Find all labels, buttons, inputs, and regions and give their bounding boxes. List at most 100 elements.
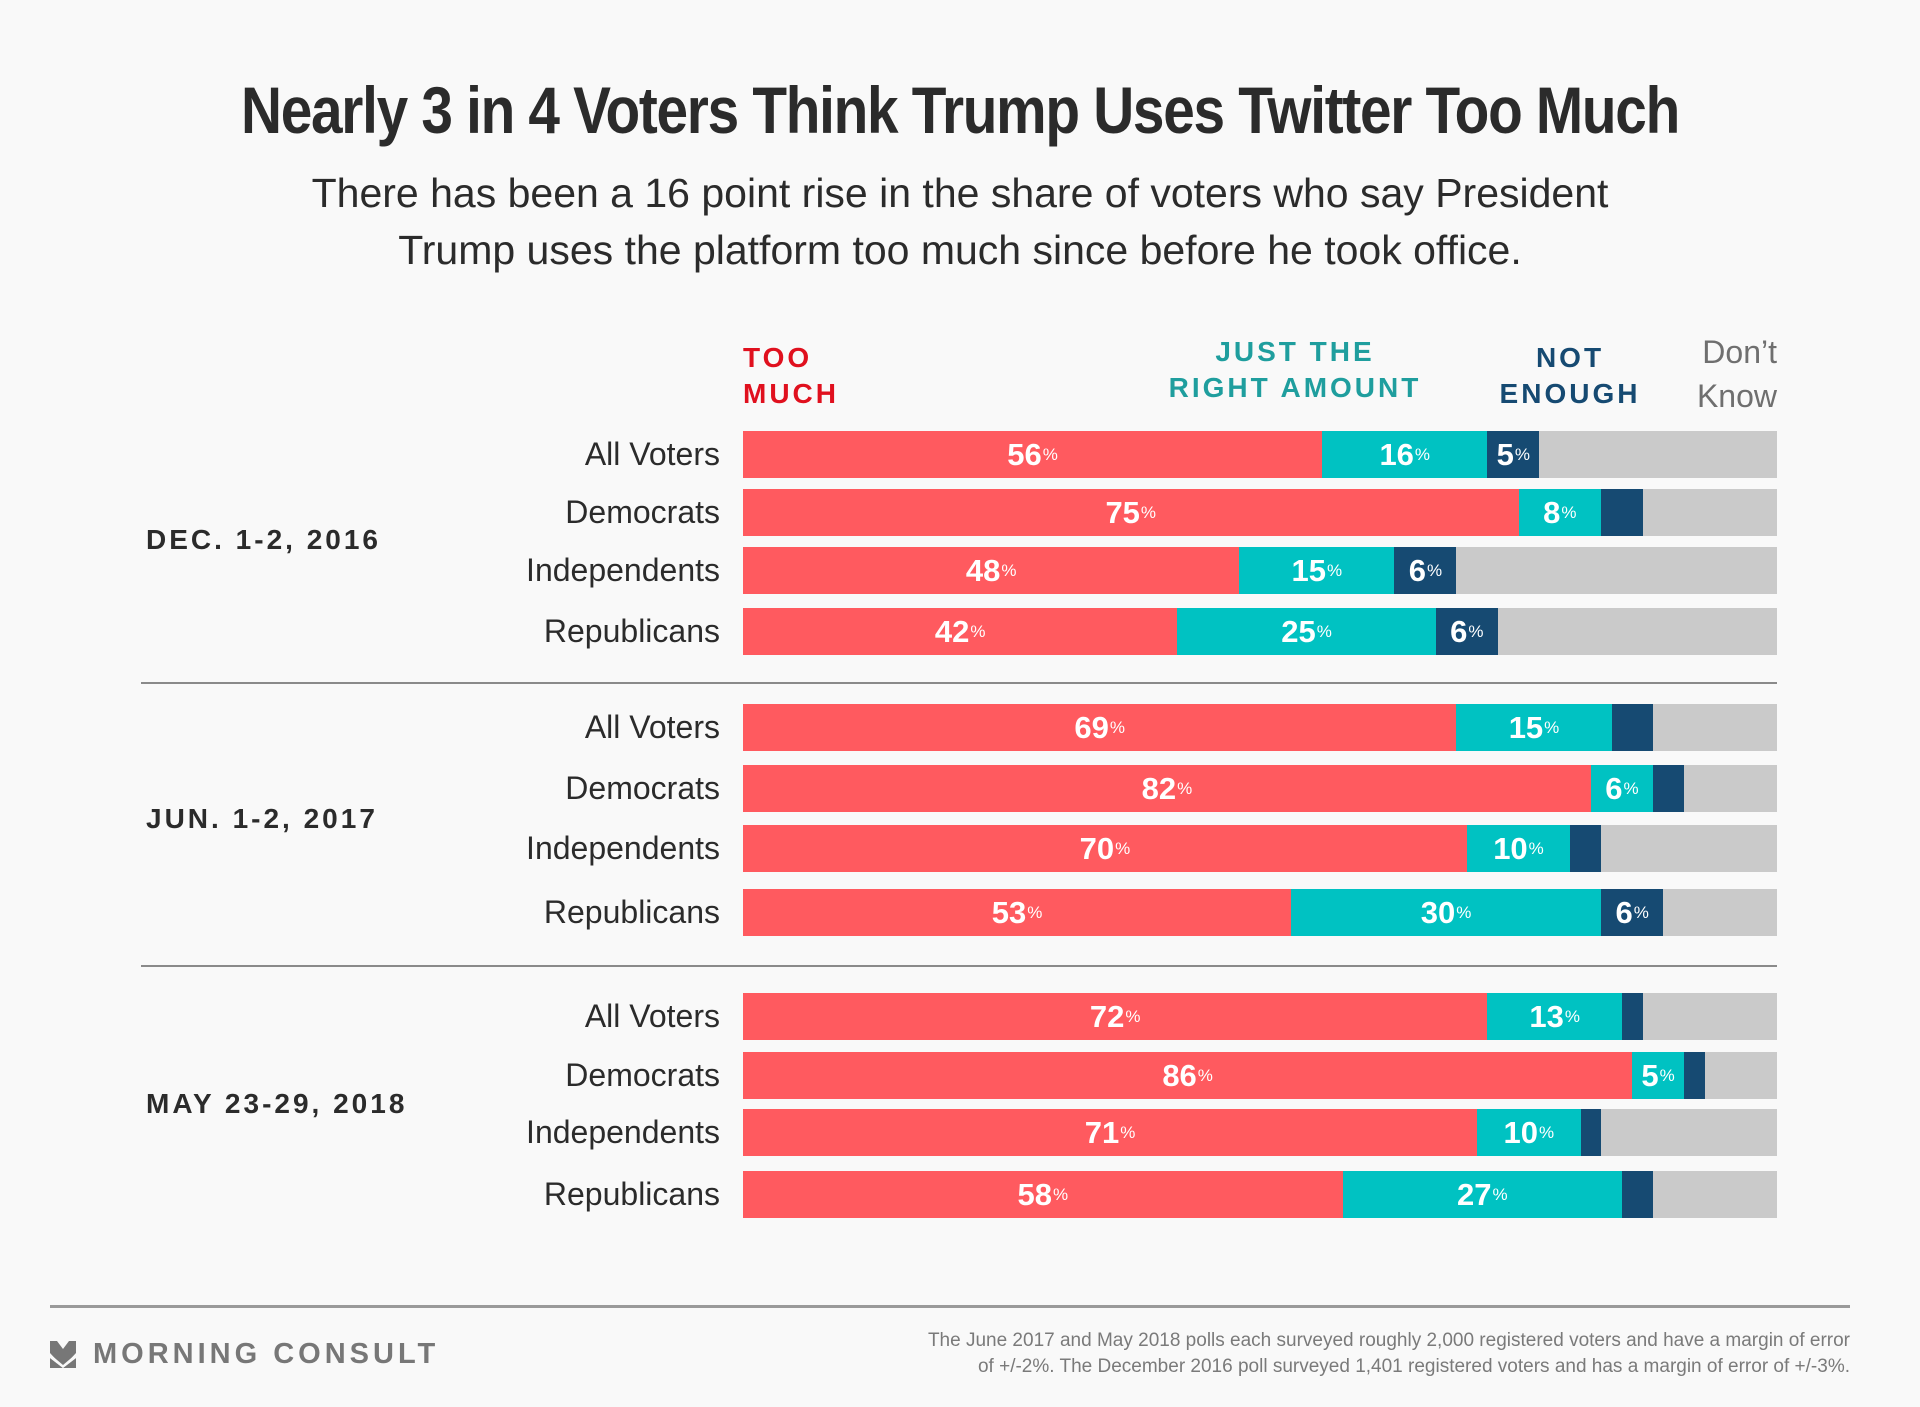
legend-label: RIGHT AMOUNT bbox=[1168, 372, 1422, 403]
bar-segment-not-enough bbox=[1652, 765, 1684, 812]
category-label: Republicans bbox=[543, 613, 720, 649]
value-label: 75 bbox=[1105, 494, 1140, 530]
category-label: Independents bbox=[526, 830, 720, 866]
bar-segment-too-much: 75% bbox=[743, 489, 1519, 536]
bar-segment-too-much: 58% bbox=[743, 1171, 1343, 1218]
stacked-bar: 69% 15% bbox=[743, 704, 1777, 751]
chart-subtitle: There has been a 16 point rise in the sh… bbox=[0, 165, 1920, 279]
brand-logo: MORNING CONSULT bbox=[50, 1338, 439, 1371]
value-label: 5 bbox=[1641, 1057, 1659, 1093]
bar-segment-dont-know bbox=[1652, 1171, 1777, 1218]
legend-label: ENOUGH bbox=[1499, 378, 1641, 409]
bar-segment-not-enough bbox=[1611, 704, 1653, 751]
bar-segment-not-enough bbox=[1570, 825, 1602, 872]
value-label: 25 bbox=[1281, 613, 1316, 649]
value-label: 6 bbox=[1408, 552, 1426, 588]
value-label: 69 bbox=[1074, 709, 1109, 745]
value-label: 72 bbox=[1089, 998, 1125, 1034]
footnote-line: The June 2017 and May 2018 polls each su… bbox=[927, 1330, 1850, 1351]
legend-label: Don’t bbox=[1702, 334, 1777, 370]
stacked-bar: 82% 6% bbox=[743, 765, 1777, 812]
stacked-bar: 86% 5% bbox=[743, 1052, 1777, 1099]
bar-segment-dont-know bbox=[1642, 993, 1777, 1040]
category-label: All Voters bbox=[584, 436, 720, 472]
survey-date-label: MAY 23-29, 2018 bbox=[146, 1088, 408, 1119]
bar-segment-not-enough bbox=[1601, 489, 1643, 536]
value-label: 8 bbox=[1543, 494, 1561, 530]
legend-label: Know bbox=[1696, 378, 1777, 414]
value-label: 56 bbox=[1007, 436, 1042, 472]
bar-segment-not-enough bbox=[1580, 1109, 1602, 1156]
stacked-bar: 48% 15% 6% bbox=[743, 547, 1777, 594]
value-label: 48 bbox=[965, 552, 1001, 588]
category-label: Independents bbox=[526, 552, 720, 588]
bar-segment-too-much: 86% bbox=[743, 1052, 1633, 1099]
bar-segment-dont-know bbox=[1642, 489, 1777, 536]
subtitle-line: There has been a 16 point rise in the sh… bbox=[311, 170, 1609, 216]
bar-segment-not-enough bbox=[1621, 993, 1643, 1040]
category-label: Democrats bbox=[565, 770, 720, 806]
bar-segment-dont-know bbox=[1663, 889, 1777, 936]
bar-segment-dont-know bbox=[1601, 825, 1777, 872]
legend-just-right: JUST THE RIGHT AMOUNT bbox=[1130, 334, 1460, 406]
survey-date-label: JUN. 1-2, 2017 bbox=[146, 803, 378, 834]
stacked-bar: 56% 16% 5% bbox=[743, 431, 1777, 478]
bar-segment-dont-know bbox=[1539, 431, 1777, 478]
value-label: 15 bbox=[1291, 552, 1327, 588]
bar-segment-not-enough: 5% bbox=[1487, 431, 1540, 478]
value-label: 82 bbox=[1141, 770, 1177, 806]
legend-label: JUST THE bbox=[1215, 336, 1375, 367]
bar-segment-too-much: 42% bbox=[743, 608, 1178, 655]
value-label: 10 bbox=[1493, 830, 1528, 866]
bar-segment-too-much: 71% bbox=[743, 1109, 1478, 1156]
stacked-bar: 42% 25% 6% bbox=[743, 608, 1777, 655]
bar-segment-dont-know bbox=[1456, 547, 1777, 594]
value-label: 6 bbox=[1615, 894, 1633, 930]
value-label: 27 bbox=[1457, 1176, 1492, 1212]
value-label: 6 bbox=[1605, 770, 1623, 806]
value-label: 71 bbox=[1084, 1114, 1120, 1150]
bar-segment-too-much: 69% bbox=[743, 704, 1457, 751]
legend-dont-know: Don’t Know bbox=[1640, 330, 1777, 418]
value-label: 13 bbox=[1529, 998, 1564, 1034]
bar-segment-not-enough bbox=[1683, 1052, 1705, 1099]
category-label: Republicans bbox=[543, 894, 720, 930]
bar-segment-just-right: 15% bbox=[1239, 547, 1395, 594]
bar-segment-dont-know bbox=[1704, 1052, 1777, 1099]
value-label: 15 bbox=[1508, 709, 1544, 745]
bar-segment-just-right: 5% bbox=[1632, 1052, 1684, 1099]
bar-segment-just-right: 15% bbox=[1456, 704, 1612, 751]
category-label: Independents bbox=[526, 1114, 720, 1150]
value-label: 70 bbox=[1079, 830, 1115, 866]
stacked-bar: 72% 13% bbox=[743, 993, 1777, 1040]
bar-segment-just-right: 6% bbox=[1590, 765, 1653, 812]
stacked-bar: 53% 30% 6% bbox=[743, 889, 1777, 936]
bar-segment-just-right: 13% bbox=[1487, 993, 1622, 1040]
group-separator bbox=[141, 682, 1777, 684]
stacked-bar: 75% 8% bbox=[743, 489, 1777, 536]
bar-segment-too-much: 72% bbox=[743, 993, 1488, 1040]
legend-label: MUCH bbox=[743, 378, 839, 409]
bar-segment-not-enough: 6% bbox=[1394, 547, 1457, 594]
category-label: All Voters bbox=[584, 709, 720, 745]
category-label: All Voters bbox=[584, 998, 720, 1034]
stacked-bar: 58% 27% bbox=[743, 1171, 1777, 1218]
bar-segment-dont-know bbox=[1601, 1109, 1777, 1156]
legend-not-enough: NOT ENOUGH bbox=[1470, 340, 1670, 412]
value-label: 53 bbox=[991, 894, 1027, 930]
bar-segment-dont-know bbox=[1683, 765, 1777, 812]
bar-segment-too-much: 53% bbox=[743, 889, 1292, 936]
value-label: 6 bbox=[1450, 613, 1468, 649]
bar-segment-just-right: 27% bbox=[1342, 1171, 1622, 1218]
bar-segment-too-much: 56% bbox=[743, 431, 1323, 478]
chart-title: Nearly 3 in 4 Voters Think Trump Uses Tw… bbox=[241, 73, 1680, 147]
value-label: 58 bbox=[1017, 1176, 1053, 1212]
value-label: 30 bbox=[1420, 894, 1456, 930]
stacked-bar: 70% 10% bbox=[743, 825, 1777, 872]
value-label: 10 bbox=[1503, 1114, 1538, 1150]
bar-segment-just-right: 25% bbox=[1177, 608, 1436, 655]
bar-segment-dont-know bbox=[1652, 704, 1777, 751]
value-label: 16 bbox=[1379, 436, 1414, 472]
value-label: 42 bbox=[934, 613, 970, 649]
legend-too-much: TOO MUCH bbox=[743, 340, 839, 412]
